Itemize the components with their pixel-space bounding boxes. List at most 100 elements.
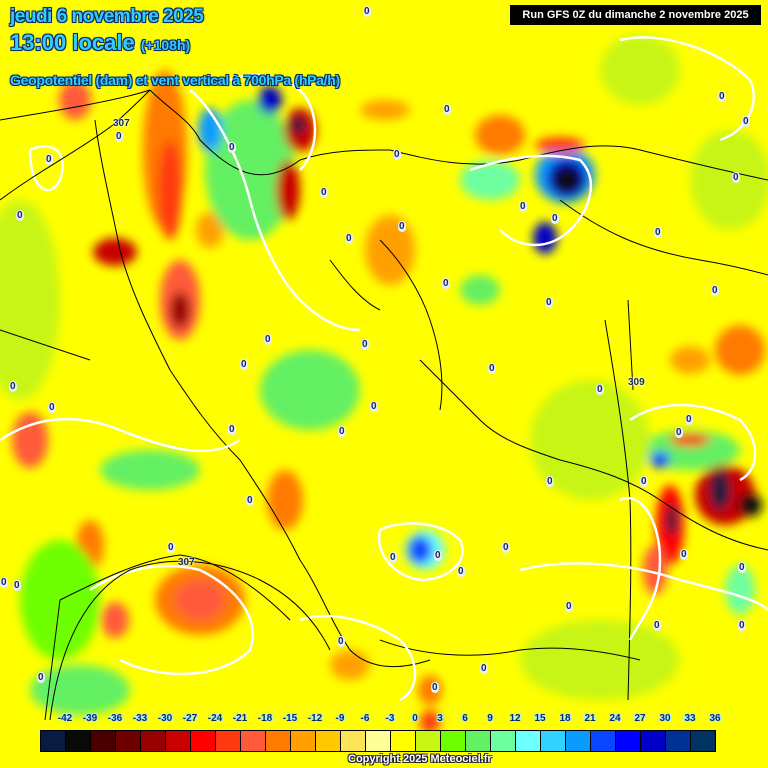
wind-field-cell xyxy=(408,536,432,564)
colorbar-swatch xyxy=(91,731,116,751)
zero-contour-label: 0 xyxy=(596,384,604,395)
wind-field-cell xyxy=(420,710,440,734)
colorbar-swatch xyxy=(166,731,191,751)
zero-contour-label: 0 xyxy=(16,210,24,221)
wind-field-cell xyxy=(276,160,300,220)
colorbar-tick: -15 xyxy=(282,713,298,724)
zero-contour-label: 0 xyxy=(0,577,8,588)
zero-contour-label: 0 xyxy=(431,682,439,693)
zero-contour-label: 0 xyxy=(13,580,21,591)
vertical-wind-field xyxy=(0,35,768,734)
wind-field-cell xyxy=(100,450,200,490)
colorbar-tick: 6 xyxy=(462,713,468,724)
colorbar-tick: 0 xyxy=(412,713,418,724)
colorbar-swatch xyxy=(66,731,91,751)
colorbar-tick: -27 xyxy=(182,713,198,724)
wind-field-cell xyxy=(460,160,520,200)
zero-contour-label: 0 xyxy=(361,339,369,350)
zero-contour-label: 0 xyxy=(320,187,328,198)
wind-field-cell xyxy=(738,493,762,517)
colorbar-tick: 30 xyxy=(659,713,671,724)
wind-field-cell xyxy=(475,115,525,155)
zero-contour-label: 0 xyxy=(546,476,554,487)
forecast-date: jeudi 6 novembre 2025 xyxy=(10,6,204,27)
geopotential-label: 307 xyxy=(178,557,195,568)
wind-field-cell xyxy=(291,116,305,134)
colorbar-tick: 36 xyxy=(709,713,721,724)
wind-field-cell xyxy=(530,380,650,500)
colorbar-swatch xyxy=(591,731,616,751)
local-time: 13:00 locale xyxy=(10,30,135,55)
colorbar-swatch xyxy=(291,731,316,751)
wind-field-cell xyxy=(175,580,225,620)
colorbar-swatch xyxy=(516,731,541,751)
wind-field-cell xyxy=(258,86,282,114)
colorbar-swatch xyxy=(216,731,241,751)
colorbar-tick: 9 xyxy=(487,713,493,724)
wind-field-cell xyxy=(690,130,768,230)
colorbar-swatch xyxy=(541,731,566,751)
colorbar-tick: 12 xyxy=(509,713,521,724)
colorbar-swatch xyxy=(366,731,391,751)
wind-field-cell xyxy=(158,140,182,240)
geopotential-label: 307 xyxy=(113,118,130,129)
colorbar-swatch xyxy=(116,731,141,751)
zero-contour-label: 0 xyxy=(732,172,740,183)
colorbar-tick: -9 xyxy=(335,713,345,724)
zero-contour-label: 0 xyxy=(167,542,175,553)
zero-contour-label: 0 xyxy=(565,601,573,612)
zero-contour-label: 0 xyxy=(115,131,123,142)
zero-contour-label: 0 xyxy=(370,401,378,412)
zero-contour-label: 0 xyxy=(45,154,53,165)
zero-contour-label: 0 xyxy=(264,334,272,345)
wind-field-cell xyxy=(101,602,129,638)
zero-contour-label: 0 xyxy=(434,550,442,561)
zero-contour-label: 0 xyxy=(345,233,353,244)
colorbar-swatch xyxy=(316,731,341,751)
wind-field-cell xyxy=(205,100,295,240)
wind-field-cell xyxy=(710,470,730,510)
run-info-badge: Run GFS 0Z du dimanche 2 novembre 2025 xyxy=(510,5,761,25)
wind-field-cell xyxy=(650,452,670,468)
colorbar-tick: 21 xyxy=(584,713,596,724)
zero-contour-label: 0 xyxy=(675,427,683,438)
zero-contour-label: 0 xyxy=(685,414,693,425)
colorbar-tick: 33 xyxy=(684,713,696,724)
forecast-time: 13:00 locale (+108h) xyxy=(10,30,190,56)
zero-contour-label: 0 xyxy=(337,636,345,647)
colorbar-tick: -30 xyxy=(157,713,173,724)
zero-contour-label: 0 xyxy=(240,359,248,370)
zero-contour-label: 0 xyxy=(654,227,662,238)
zero-contour-label: 0 xyxy=(228,424,236,435)
zero-contour-label: 0 xyxy=(442,278,450,289)
wind-field-cell xyxy=(715,325,765,375)
zero-contour-label: 0 xyxy=(363,6,371,17)
zero-contour-label: 0 xyxy=(738,562,746,573)
colorbar-tick: -24 xyxy=(207,713,223,724)
wind-field-cell xyxy=(170,292,190,328)
colorbar-swatch xyxy=(566,731,591,751)
zero-contour-label: 0 xyxy=(711,285,719,296)
wind-field-cell xyxy=(30,665,130,715)
wind-field-cell xyxy=(267,470,303,530)
geopotential-label: 309 xyxy=(628,377,645,388)
wind-field-cell xyxy=(330,650,370,680)
colorbar-swatch xyxy=(616,731,641,751)
zero-contour-label: 0 xyxy=(519,201,527,212)
wind-field-cell xyxy=(260,350,360,430)
wind-field-cell xyxy=(666,504,678,536)
wind-field-cell xyxy=(59,80,91,120)
colorbar-swatch xyxy=(491,731,516,751)
colorbar-swatch xyxy=(441,731,466,751)
wind-field-cell xyxy=(0,200,60,400)
colorbar-tick: -42 xyxy=(57,713,73,724)
colorbar-tick: 27 xyxy=(634,713,646,724)
wind-field-cell xyxy=(670,346,710,374)
colorbar-tick: 18 xyxy=(559,713,571,724)
wind-field-cell xyxy=(360,100,410,120)
zero-contour-label: 0 xyxy=(718,91,726,102)
zero-contour-label: 0 xyxy=(228,142,236,153)
colorbar-tick: 3 xyxy=(437,713,443,724)
colorbar-tick: -36 xyxy=(107,713,123,724)
